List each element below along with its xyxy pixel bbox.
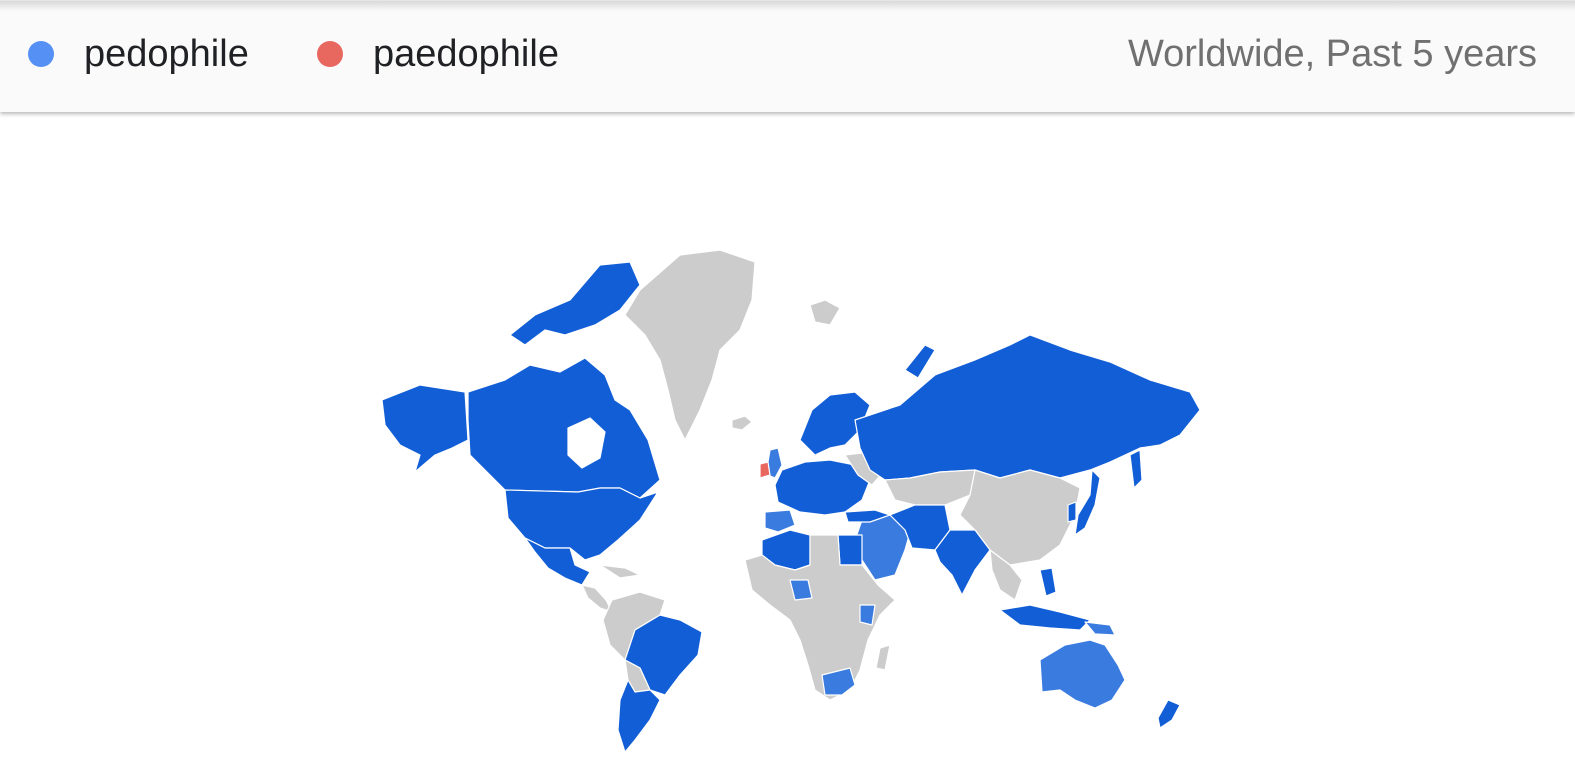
region-turkey[interactable] [844,509,891,523]
region-madagascar[interactable] [875,644,891,671]
region-kenya[interactable] [859,604,876,626]
region-philippines[interactable] [1039,567,1057,597]
region-caribbean[interactable] [599,564,641,579]
region-sakhalin[interactable] [1129,449,1143,489]
scope-label[interactable]: Worldwide, Past 5 years [1127,33,1537,75]
region-southeast-asia[interactable] [989,549,1023,601]
region-china[interactable] [959,469,1081,566]
region-central-america[interactable] [581,584,613,613]
region-canada[interactable] [467,357,661,499]
region-ireland[interactable] [759,461,771,479]
legend-label-paedophile: paedophile [373,33,559,75]
region-united-states[interactable] [504,487,659,561]
region-argentina[interactable] [617,679,661,753]
region-papua-new-guinea[interactable] [1084,621,1116,636]
region-mexico[interactable] [524,537,591,586]
legend-item-pedophile[interactable]: pedophile [28,31,249,77]
region-africa[interactable] [744,534,896,701]
region-svalbard[interactable] [809,299,841,326]
world-map-svg [381,249,1201,753]
region-egypt[interactable] [837,534,863,566]
region-novaya-zemlya[interactable] [904,344,936,379]
region-iberia[interactable] [764,509,796,533]
region-greenland[interactable] [624,249,756,441]
legend-dot-paedophile [317,41,343,67]
region-hudson-bay [567,417,606,469]
legend-label-pedophile: pedophile [84,33,249,75]
region-australia[interactable] [1039,639,1126,709]
region-russia[interactable] [854,334,1201,481]
region-new-zealand[interactable] [1157,699,1181,729]
region-japan[interactable] [1074,469,1101,536]
region-south-africa[interactable] [821,667,856,696]
region-alaska[interactable] [381,384,469,473]
region-iceland[interactable] [731,415,753,431]
region-canada-islands[interactable] [509,261,641,346]
world-map [0,113,1575,754]
region-europe[interactable] [774,459,871,516]
legend-dot-pedophile [28,41,54,67]
legend-bar: pedophile paedophile Worldwide, Past 5 y… [0,0,1575,112]
region-india[interactable] [934,529,991,596]
region-nigeria[interactable] [789,579,813,601]
region-indonesia[interactable] [999,604,1091,631]
legend-item-paedophile[interactable]: paedophile [317,31,559,77]
region-korea[interactable] [1067,501,1077,523]
